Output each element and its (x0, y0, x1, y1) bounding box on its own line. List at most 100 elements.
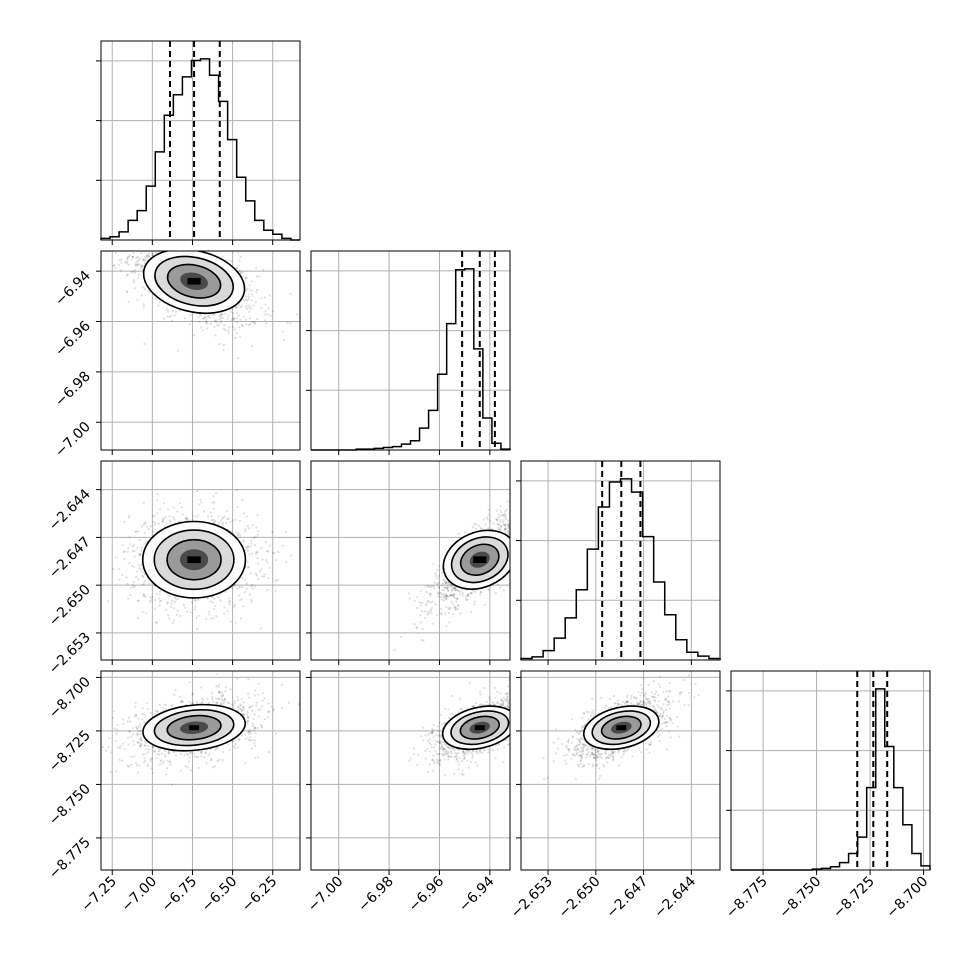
sample-point (220, 695, 223, 698)
sample-point (241, 499, 244, 502)
sample-point (226, 701, 230, 704)
sample-point (425, 602, 428, 605)
sample-point (290, 554, 293, 557)
sample-point (452, 585, 455, 588)
sample-point (158, 590, 162, 593)
sample-point (244, 298, 248, 301)
sample-point (137, 276, 140, 279)
sample-point (452, 595, 455, 598)
sample-point (253, 739, 256, 742)
sample-point (470, 591, 473, 595)
sample-point (195, 616, 198, 619)
sample-point (453, 606, 456, 609)
sample-point (143, 258, 146, 261)
sample-point (430, 585, 433, 588)
sample-point (430, 612, 433, 615)
sample-point (224, 329, 227, 332)
sample-point (511, 512, 513, 514)
sample-point (254, 726, 257, 729)
sample-point (235, 267, 238, 270)
sample-point (241, 709, 244, 712)
sample-point (437, 595, 440, 598)
sample-point (106, 600, 110, 603)
sample-point (120, 224, 122, 226)
sample-point (250, 600, 253, 603)
sample-point (123, 520, 126, 523)
sample-point (442, 579, 445, 582)
sample-point (248, 553, 251, 556)
sample-point (254, 322, 257, 325)
sample-point (149, 596, 152, 599)
sample-point (449, 607, 452, 610)
sample-point (236, 505, 239, 509)
sample-point (188, 701, 191, 704)
sample-point (136, 727, 139, 730)
sample-point (516, 551, 518, 553)
sample-point (238, 519, 242, 523)
scatter-panel-1-2 (306, 460, 553, 665)
sample-point (506, 500, 509, 503)
sample-point (153, 514, 156, 518)
sample-point (134, 231, 136, 233)
sample-point (98, 754, 100, 756)
sample-point (252, 729, 255, 732)
sample-point (497, 522, 500, 526)
sample-point (251, 709, 254, 712)
sample-point (150, 598, 153, 602)
sample-point (533, 520, 535, 522)
sample-point (165, 703, 168, 707)
sample-point (156, 512, 159, 515)
sample-point (170, 605, 173, 608)
sample-point (142, 523, 145, 526)
sample-point (127, 300, 130, 303)
sample-point (142, 501, 145, 504)
sample-point (522, 483, 524, 485)
sample-point (532, 524, 534, 526)
sample-point (275, 559, 278, 562)
sample-point (140, 294, 143, 297)
sample-point (234, 742, 237, 746)
sample-point (176, 236, 178, 238)
sample-point (200, 751, 203, 755)
sample-point (133, 268, 137, 271)
sample-point (141, 286, 144, 289)
sample-point (426, 584, 430, 587)
sample-point (499, 518, 502, 522)
sample-point (172, 237, 174, 239)
sample-point (441, 598, 444, 601)
sample-point (211, 698, 214, 701)
sample-point (247, 566, 250, 569)
sample-point (232, 312, 235, 315)
sample-point (219, 599, 222, 602)
sample-point (223, 697, 226, 701)
sample-point (503, 528, 506, 531)
sample-point (161, 762, 164, 765)
sample-point (166, 310, 170, 313)
sample-point (441, 571, 444, 574)
sample-point (240, 697, 243, 700)
sample-point (241, 271, 244, 274)
sample-point (142, 305, 145, 308)
sample-point (235, 317, 238, 320)
sample-point (112, 710, 116, 713)
sample-point (244, 737, 247, 740)
sample-point (504, 527, 507, 530)
sample-point (219, 321, 222, 325)
sample-point (108, 737, 111, 740)
sample-point (264, 309, 267, 313)
sample-point (249, 572, 252, 575)
sample-point (259, 627, 262, 630)
sample-point (151, 595, 154, 599)
sample-point (233, 605, 236, 608)
sample-point (443, 593, 446, 596)
sample-point (551, 495, 553, 497)
sample-point (151, 745, 154, 749)
sample-point (244, 277, 247, 280)
sample-point (162, 706, 165, 709)
sample-point (128, 562, 131, 565)
sample-point (246, 710, 249, 714)
sample-point (172, 750, 175, 754)
sample-point (419, 601, 422, 604)
sample-point (163, 753, 166, 756)
sample-point (127, 255, 131, 258)
